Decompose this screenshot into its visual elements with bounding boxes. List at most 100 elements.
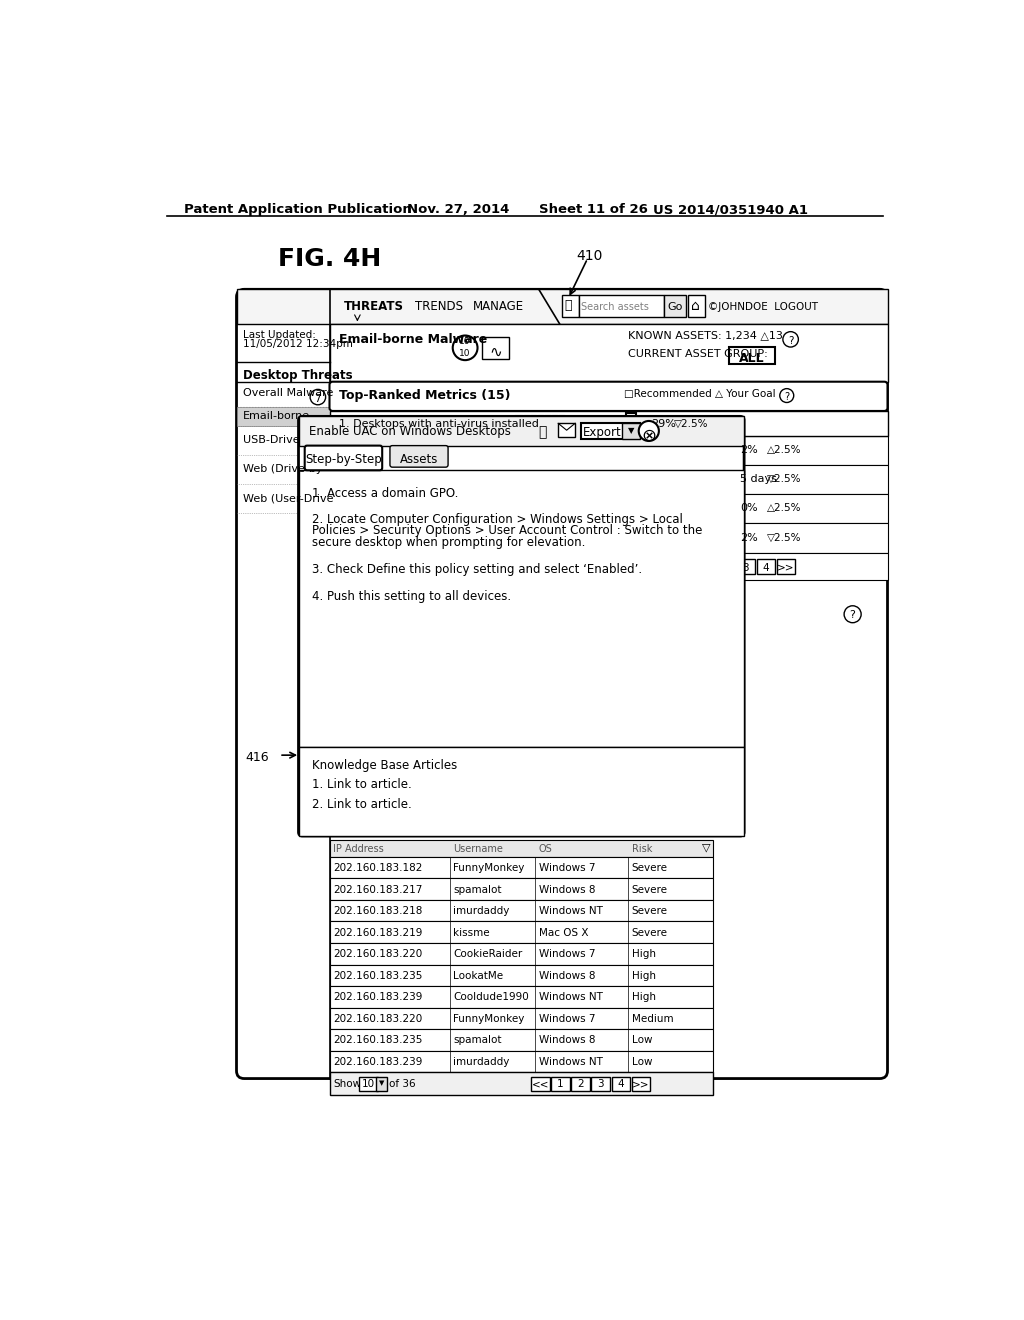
Text: Severe: Severe — [632, 863, 668, 873]
Text: Windows 8: Windows 8 — [539, 970, 595, 981]
Circle shape — [783, 331, 799, 347]
Text: TRENDS: TRENDS — [415, 300, 463, 313]
Text: 202.160.183.235: 202.160.183.235 — [334, 970, 423, 981]
Text: spamalot: spamalot — [454, 1035, 502, 1045]
Bar — [330, 857, 713, 878]
Text: Nov. 27, 2014: Nov. 27, 2014 — [407, 203, 509, 216]
Text: Enable UAC on Windows Desktops: Enable UAC on Windows Desktops — [309, 425, 511, 438]
Text: 2. Link to article.: 2. Link to article. — [312, 797, 413, 810]
Text: Last Updated:: Last Updated: — [243, 330, 315, 341]
Text: ALL: ALL — [739, 352, 765, 366]
Text: 202.160.183.219: 202.160.183.219 — [334, 928, 423, 937]
Text: secure desktop when prompting for elevation.: secure desktop when prompting for elevat… — [312, 536, 586, 549]
Text: 202.160.183.217: 202.160.183.217 — [334, 884, 423, 895]
Bar — [330, 965, 713, 986]
FancyBboxPatch shape — [305, 446, 382, 470]
Text: 202.160.183.239: 202.160.183.239 — [334, 1057, 423, 1067]
Text: Step-by-Step: Step-by-Step — [305, 453, 382, 466]
Text: 7: 7 — [314, 395, 322, 404]
Text: 10: 10 — [460, 337, 471, 346]
Text: imurdaddy: imurdaddy — [454, 906, 510, 916]
Bar — [579, 296, 665, 317]
Text: Severe: Severe — [632, 906, 668, 916]
Text: Patent Application Publication: Patent Application Publication — [183, 203, 412, 216]
Text: Windows 7: Windows 7 — [539, 863, 595, 873]
Text: High: High — [632, 970, 655, 981]
Text: ?: ? — [850, 610, 856, 620]
Text: 1. Access a domain GPO.: 1. Access a domain GPO. — [312, 487, 459, 500]
Bar — [665, 296, 686, 317]
Text: Policies > Security Options > User Account Control : Switch to the: Policies > Security Options > User Accou… — [312, 524, 702, 537]
Text: KNOWN ASSETS: 1,234 △13: KNOWN ASSETS: 1,234 △13 — [628, 330, 782, 341]
Bar — [376, 1077, 387, 1090]
Bar — [611, 1077, 630, 1090]
Bar — [571, 1077, 590, 1090]
Bar — [330, 411, 888, 436]
Text: 2%: 2% — [740, 533, 758, 543]
Text: 3: 3 — [742, 562, 749, 573]
Text: 2%: 2% — [740, 445, 758, 455]
Text: ?: ? — [784, 392, 790, 401]
Text: △2.5%: △2.5% — [767, 503, 802, 513]
Bar — [729, 347, 775, 364]
Bar — [626, 413, 636, 432]
Text: CookieRaider: CookieRaider — [454, 949, 522, 960]
Text: LookatMe: LookatMe — [454, 970, 504, 981]
Bar — [688, 296, 706, 317]
Text: 202.160.183.182: 202.160.183.182 — [334, 863, 423, 873]
Text: 410: 410 — [575, 249, 602, 263]
Text: <<: << — [531, 1080, 549, 1089]
Text: Windows NT: Windows NT — [539, 906, 603, 916]
Bar — [562, 296, 579, 317]
Text: FunnyMonkey: FunnyMonkey — [454, 863, 525, 873]
Bar — [482, 337, 509, 359]
Circle shape — [310, 389, 326, 405]
Text: ©JOHNDOE  LOGOUT: ©JOHNDOE LOGOUT — [708, 302, 818, 312]
Text: 29%: 29% — [651, 418, 676, 429]
Text: Username: Username — [454, 843, 504, 854]
FancyBboxPatch shape — [390, 446, 449, 467]
Text: High: High — [632, 993, 655, 1002]
Text: Low: Low — [632, 1057, 652, 1067]
Text: Windows NT: Windows NT — [539, 993, 603, 1002]
Text: Low: Low — [632, 1035, 652, 1045]
Bar — [757, 558, 775, 574]
Bar — [632, 1077, 650, 1090]
Text: Medium: Medium — [632, 1014, 674, 1024]
Text: >>: >> — [777, 562, 795, 573]
Text: ▽2.5%: ▽2.5% — [767, 533, 802, 543]
Text: Risk: Risk — [632, 843, 652, 854]
Text: FIG. 4H: FIG. 4H — [278, 247, 381, 271]
Bar — [330, 524, 888, 553]
Text: kissme: kissme — [454, 928, 490, 937]
Text: 2. Locate Computer Configuration > Windows Settings > Local: 2. Locate Computer Configuration > Windo… — [312, 512, 683, 525]
Circle shape — [453, 335, 477, 360]
Text: Sheet 11 of 26: Sheet 11 of 26 — [539, 203, 647, 216]
Text: OS: OS — [539, 843, 553, 854]
Text: Overall Malware: Overall Malware — [243, 388, 333, 397]
Text: Top-Ranked Metrics (15): Top-Ranked Metrics (15) — [339, 389, 510, 403]
Text: Search assets: Search assets — [582, 302, 649, 312]
Bar — [330, 921, 713, 942]
Bar — [515, 416, 640, 429]
Text: 10: 10 — [460, 350, 471, 358]
Bar — [582, 422, 640, 440]
Text: 3: 3 — [597, 1080, 604, 1089]
Bar — [299, 747, 744, 836]
Text: 1. Link to article.: 1. Link to article. — [312, 779, 413, 791]
Text: US 2014/0351940 A1: US 2014/0351940 A1 — [653, 203, 809, 216]
Bar — [592, 1077, 610, 1090]
Text: 202.160.183.220: 202.160.183.220 — [334, 1014, 423, 1024]
Text: ▽2.5%: ▽2.5% — [767, 474, 802, 484]
Text: ▽2.5%: ▽2.5% — [675, 418, 709, 429]
Text: ?: ? — [787, 335, 794, 346]
Text: Severe: Severe — [632, 928, 668, 937]
Text: THREATS: THREATS — [343, 300, 403, 313]
Text: 1: 1 — [557, 1080, 564, 1089]
Text: Export: Export — [583, 426, 622, 440]
Text: 0%: 0% — [740, 503, 758, 513]
Text: ▼: ▼ — [379, 1080, 384, 1086]
Bar — [330, 840, 713, 857]
Bar — [237, 289, 888, 323]
Text: Go: Go — [668, 302, 683, 312]
